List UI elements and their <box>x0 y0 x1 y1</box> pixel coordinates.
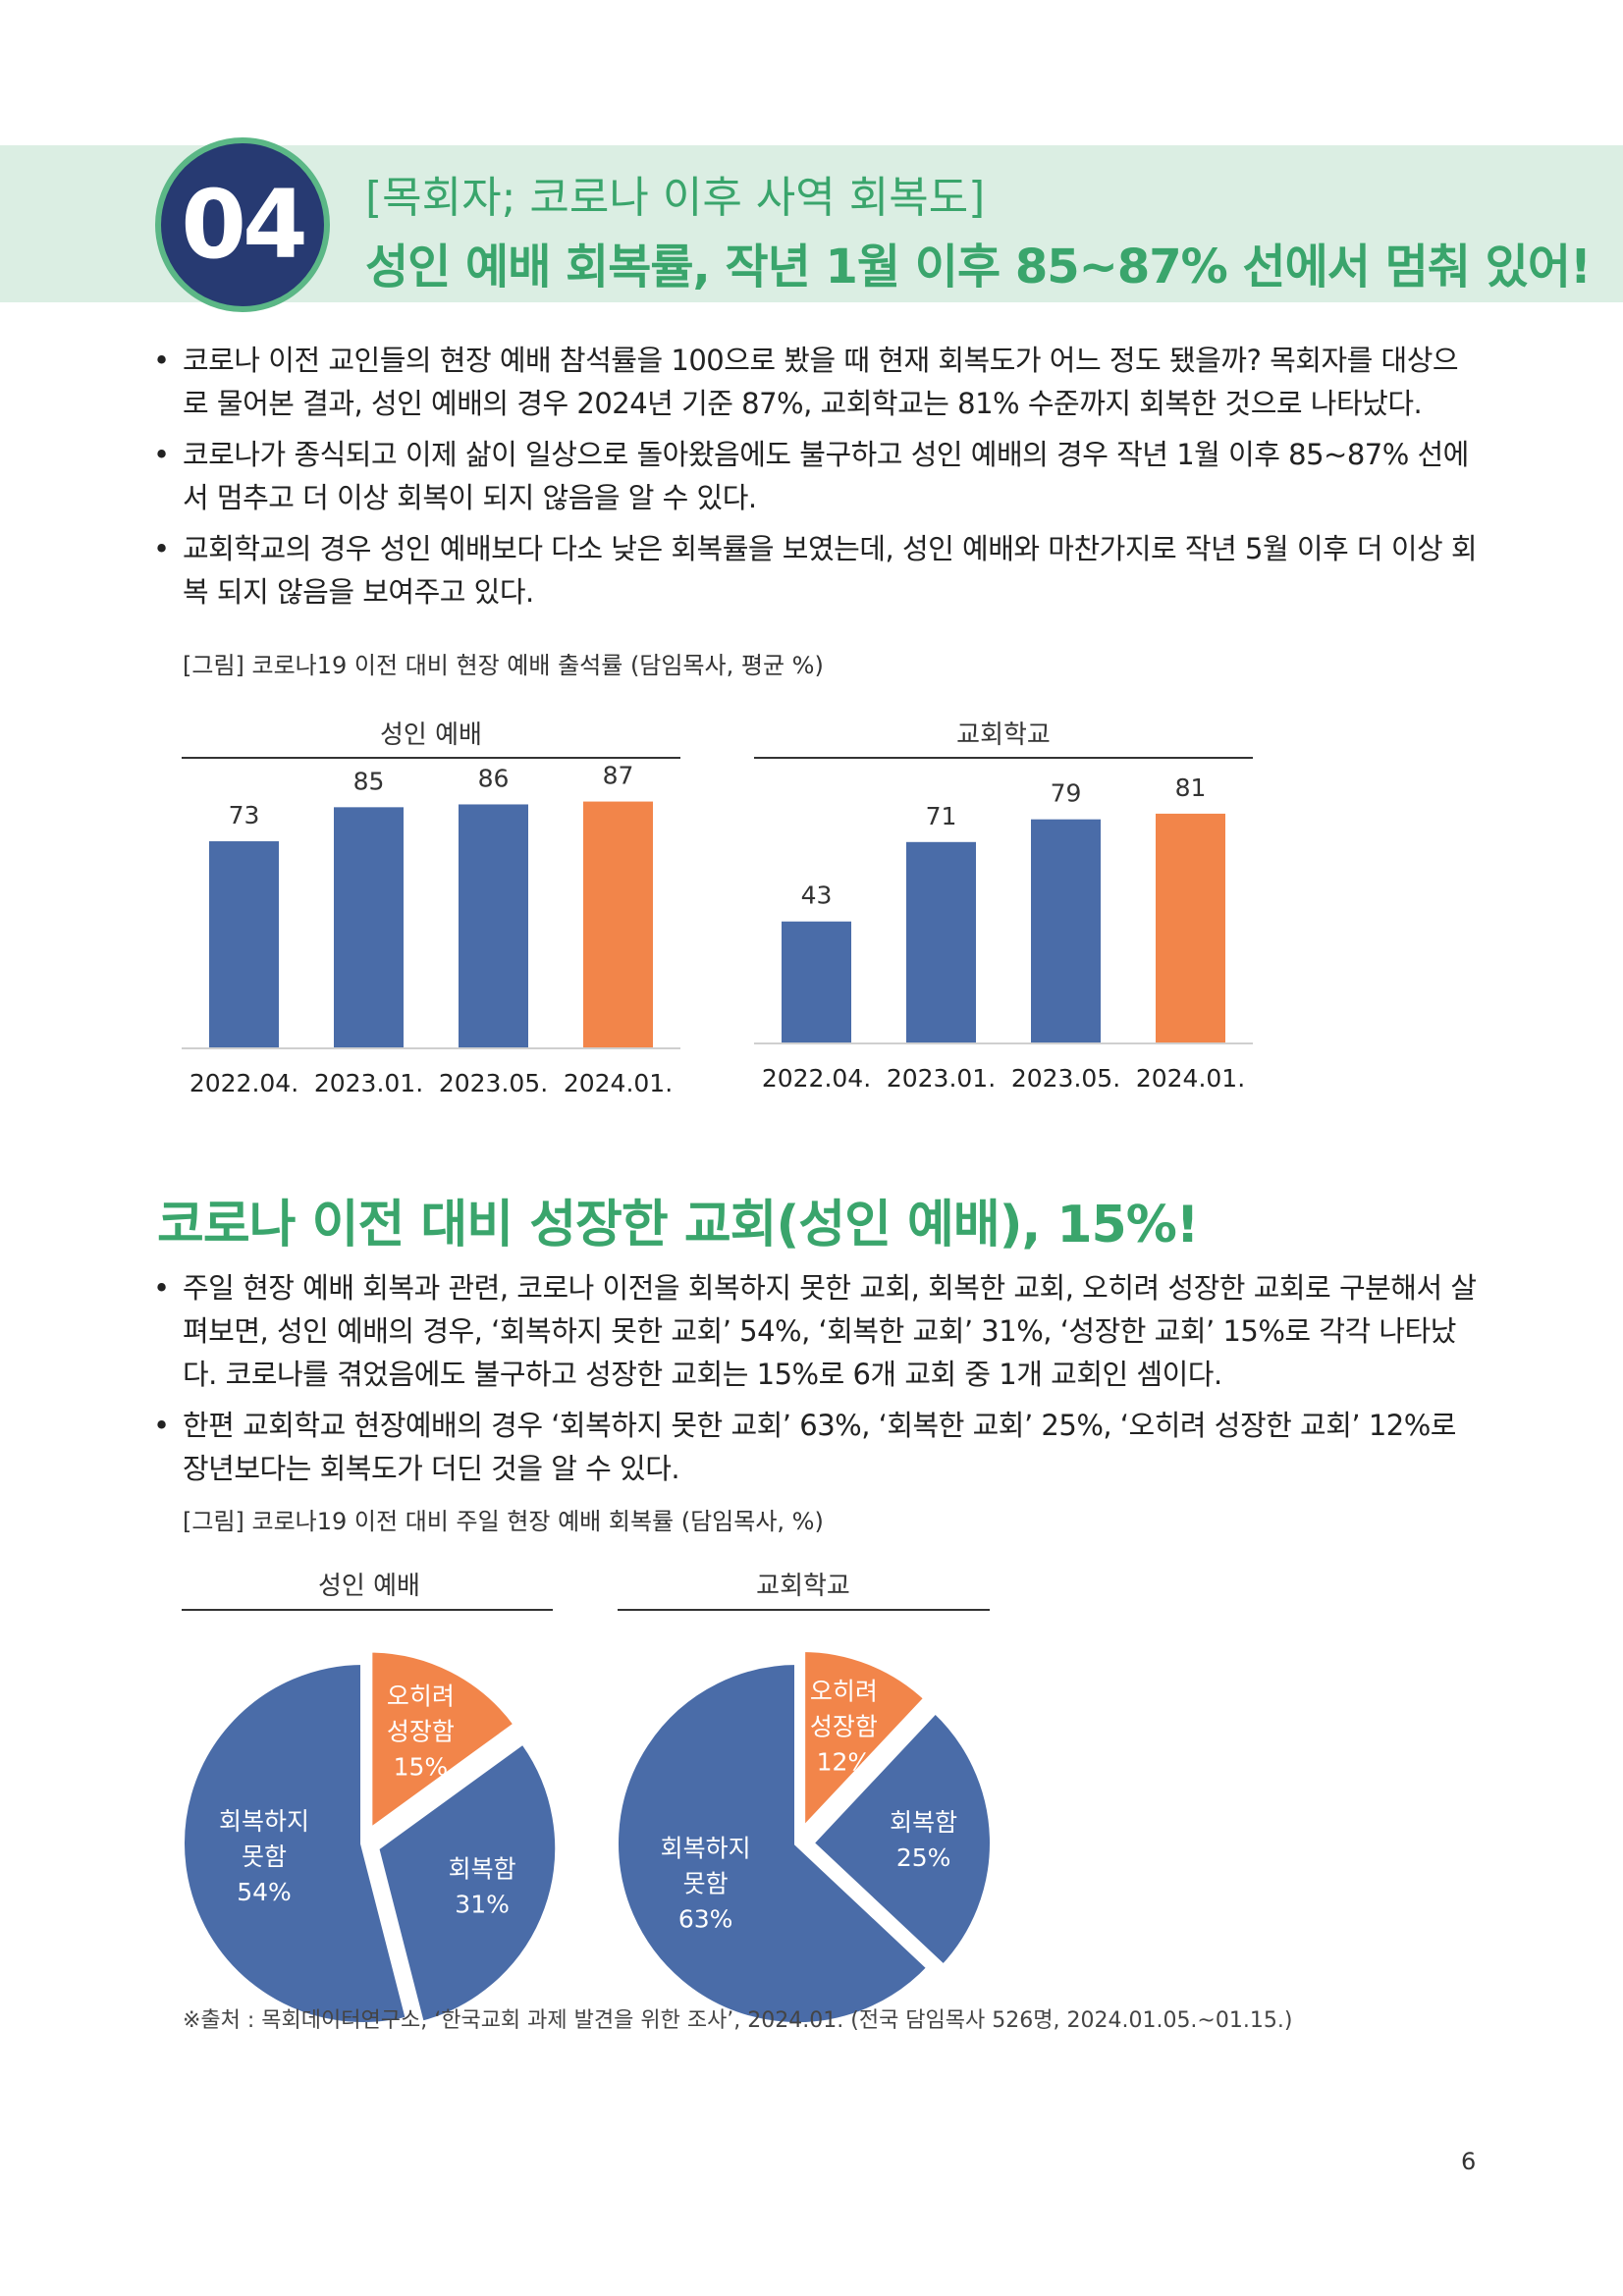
bar <box>459 804 528 1048</box>
source-note: ※출처 : 목회데이터연구소, ‘한국교회 과제 발견을 위한 조사’, 202… <box>183 2008 1293 2033</box>
pie-slice-label: 회복함 <box>449 1855 516 1884</box>
pie-slice-label: 오히려 <box>810 1677 878 1705</box>
page-number: 6 <box>1461 2148 1477 2175</box>
pie-slice-label: 회복하지 <box>661 1834 751 1862</box>
pie-chart-title: 교회학교 <box>756 1572 850 1601</box>
pie-slice-label: 못함 <box>683 1869 729 1897</box>
pie-value-label: 31% <box>455 1891 510 1919</box>
bullet-list-1: 코로나 이전 교인들의 현장 예배 참석률을 100으로 봤을 때 현재 회복도… <box>147 339 1483 621</box>
bullet-item: 한편 교회학교 현장예배의 경우 ‘회복하지 못한 교회’ 63%, ‘회복한 … <box>147 1404 1483 1490</box>
pie-slice <box>799 1645 932 1839</box>
x-tick-label: 2023.01. <box>314 1069 423 1097</box>
bullet-item: 교회학교의 경우 성인 예배보다 다소 낮은 회복률을 보였는데, 성인 예배와… <box>147 527 1483 614</box>
figure-caption-2: [그림] 코로나19 이전 대비 주일 현장 예배 회복률 (담임목사, %) <box>183 1508 824 1535</box>
bar-chart-title: 성인 예배 <box>380 721 482 750</box>
pie-slice <box>613 1658 935 2028</box>
bar <box>583 801 653 1048</box>
x-tick-label: 2024.01. <box>564 1069 673 1097</box>
bar-value-label: 43 <box>801 881 833 910</box>
section-title: 성인 예배 회복률, 작년 1월 이후 85~87% 선에서 멈춰 있어! <box>365 240 1592 294</box>
x-tick-label: 2023.01. <box>887 1064 996 1093</box>
bar-value-label: 85 <box>353 767 385 795</box>
bar-value-label: 73 <box>229 801 260 829</box>
pie-value-label: 15% <box>394 1752 449 1781</box>
x-tick-label: 2023.05. <box>1011 1064 1120 1093</box>
pie-slice-label: 오히려 <box>387 1682 455 1710</box>
pie-slice <box>179 1658 412 2028</box>
bar-value-label: 71 <box>926 802 957 830</box>
section2-title: 코로나 이전 대비 성장한 교회(성인 예배), 15%! <box>157 1196 1200 1255</box>
pie-slice-label: 성장함 <box>810 1712 878 1740</box>
bar-value-label: 86 <box>478 764 510 792</box>
bar <box>334 807 404 1048</box>
bar <box>906 841 976 1043</box>
pie-value-label: 25% <box>896 1843 951 1872</box>
pie-value-label: 54% <box>237 1878 292 1906</box>
pie-chart-title: 성인 예배 <box>318 1572 420 1601</box>
bar <box>782 921 851 1043</box>
bar-chart-title: 교회학교 <box>956 721 1051 750</box>
section-number: 04 <box>181 170 308 280</box>
bullet-item: 코로나 이전 교인들의 현장 예배 참석률을 100으로 봤을 때 현재 회복도… <box>147 339 1483 425</box>
bar-value-label: 87 <box>603 762 634 790</box>
pie-slice-label: 회복함 <box>890 1808 957 1837</box>
bullet-item: 주일 현장 예배 회복과 관련, 코로나 이전을 회복하지 못한 교회, 회복한… <box>147 1266 1483 1396</box>
pie-value-label: 63% <box>678 1904 733 1933</box>
pie-slice-label: 못함 <box>242 1842 287 1871</box>
x-tick-label: 2022.04. <box>762 1064 871 1093</box>
pie-slice <box>806 1706 996 1972</box>
pie-slice <box>366 1646 521 1838</box>
bar-value-label: 81 <box>1175 774 1207 802</box>
pie-slice-label: 성장함 <box>387 1717 455 1745</box>
pie-slice-label: 회복하지 <box>219 1807 309 1836</box>
section-number-badge: 04 <box>155 137 330 312</box>
bullet-item: 코로나가 종식되고 이제 삶이 일상으로 돌아왔음에도 불구하고 성인 예배의 … <box>147 433 1483 519</box>
bar-value-label: 79 <box>1051 779 1082 808</box>
bar <box>1156 813 1225 1043</box>
x-tick-label: 2024.01. <box>1136 1064 1245 1093</box>
x-tick-label: 2023.05. <box>439 1069 548 1097</box>
bar <box>1031 819 1101 1043</box>
bar <box>209 841 279 1048</box>
bullet-list-2: 주일 현장 예배 회복과 관련, 코로나 이전을 회복하지 못한 교회, 회복한… <box>147 1266 1483 1498</box>
pie-value-label: 12% <box>817 1747 872 1776</box>
figure-caption-1: [그림] 코로나19 이전 대비 현장 예배 출석률 (담임목사, 평균 %) <box>183 652 824 679</box>
x-tick-label: 2022.04. <box>189 1069 298 1097</box>
section-subtitle: [목회자; 코로나 이후 사역 회복도] <box>365 173 986 223</box>
pie-slice <box>372 1736 562 2028</box>
